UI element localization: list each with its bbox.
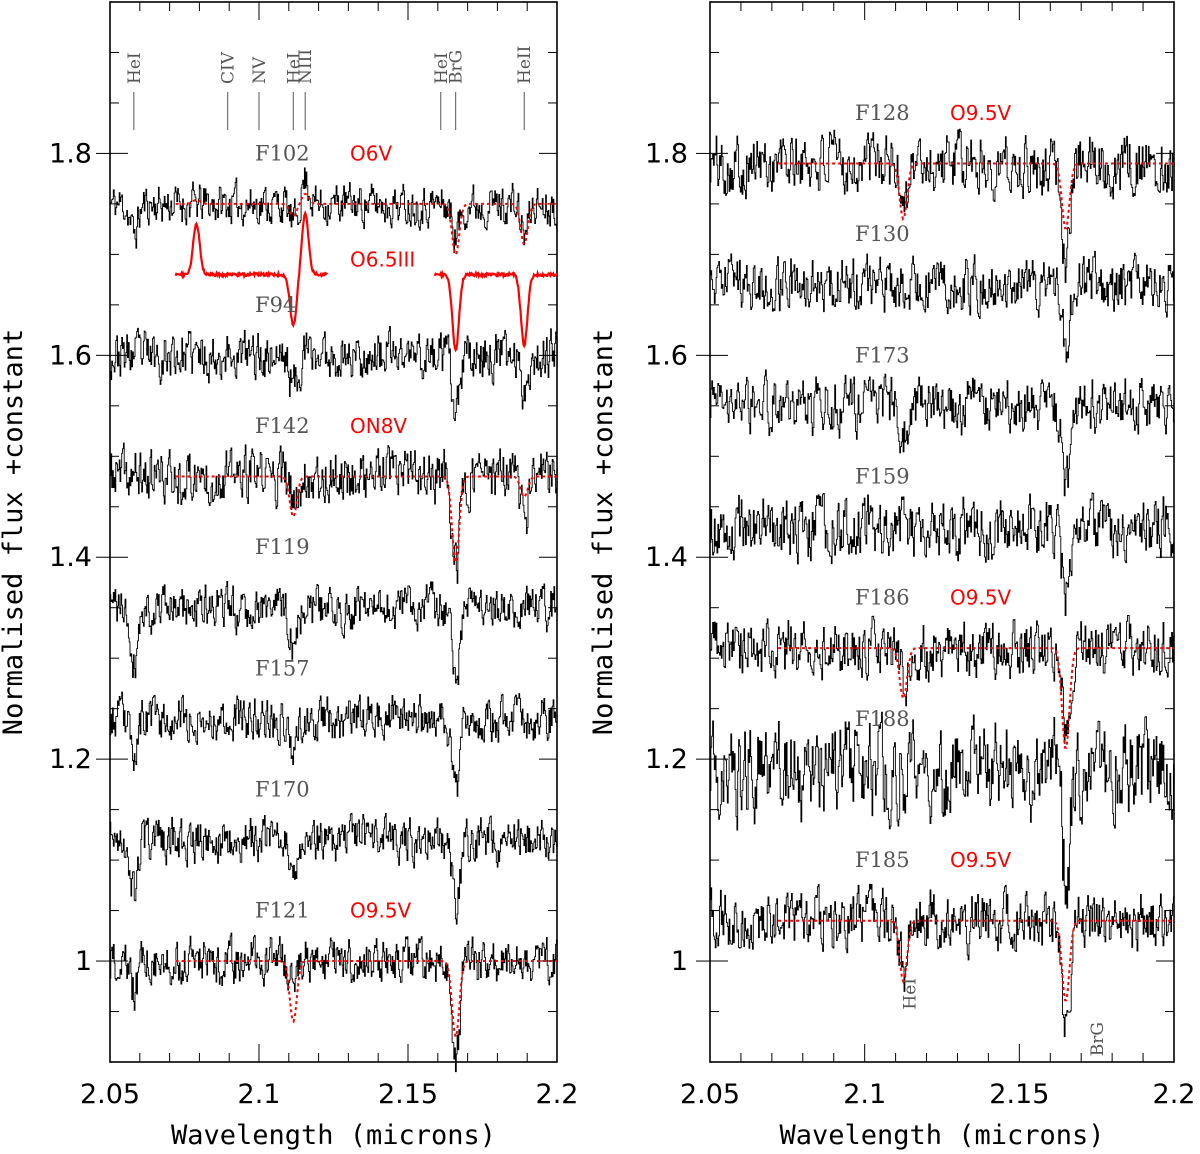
y-tick-label: 1 [75,946,92,977]
x-tick-label: 2.1 [843,1079,886,1110]
spectral-type-label: O9.5V [950,586,1012,610]
x-tick-label: 2.1 [238,1079,281,1110]
x-tick-label: 2.05 [80,1079,140,1110]
star-id-label: F170 [255,777,310,801]
x-tick-label: 2.15 [989,1079,1049,1110]
line-id-label: HeI [432,52,452,84]
observed-spectrum-line [710,369,1175,497]
star-id-label: F119 [255,535,310,559]
spectrum-F186: F186 O9.5V [710,586,1175,749]
model-spectrum-line [778,162,1174,230]
x-tick-label: 2.05 [680,1079,740,1110]
spectrum-F130: F130 [710,222,1175,363]
spectrum-F102: F102 O6V [110,141,558,257]
observed-spectrum-line [710,128,1175,284]
x-tick-label: 2.2 [1153,1079,1196,1110]
spectral-type-label: ON8V [350,414,407,438]
x-axis-title: Wavelength (microns) [171,1120,496,1151]
y-tick-label: 1.2 [645,744,688,775]
line-id-label: BrG [447,50,467,84]
spectrum-F94: F94 [110,293,558,421]
observed-spectrum-line [110,812,558,925]
star-id-label: F130 [855,222,910,246]
star-id-label: F186 [855,586,910,610]
spectrum-F121: F121 O9.5V [110,899,558,1073]
model-spectrum-line [175,192,557,257]
star-id-label: F121 [255,899,310,923]
line-id-label: CIV [219,51,239,84]
observed-spectrum-line [110,581,558,685]
line-id-label: HeI [284,52,304,84]
star-id-label: F159 [855,464,910,488]
y-tick-label: 1 [671,946,688,977]
spectrum-O6.5III: O6.5III [174,210,558,353]
observed-spectrum-line [110,691,558,797]
observed-spectrum-line [710,492,1175,616]
observed-spectrum-line [710,250,1175,363]
spectrum-F170: F170 [110,777,558,925]
star-id-label: F102 [255,141,310,165]
spectral-type-label: O6.5III [350,247,415,271]
template-spectrum-line [174,210,328,329]
y-tick-label: 1.6 [645,340,688,371]
observed-spectrum-line [710,614,1175,744]
line-id-label: HeI [125,52,145,84]
plot-frame [109,1,558,1063]
model-spectrum-line [778,919,1174,1002]
panel-left: 2.05 2.1 2.15 2.2 1 1.2 1.4 1.6 1.8 Wavelength (m… [0,1,579,1151]
y-axis-title: Normalised flux +constant [588,329,619,735]
spectrum-F142: F142 ON8V [110,414,558,584]
spectrum-F159: F159 [710,464,1175,616]
plot-frame [709,1,1175,1063]
spectrum-F185: F185 O9.5V [710,848,1175,1038]
y-tick-label: 1.2 [49,744,92,775]
model-spectrum-line [175,475,557,563]
x-axis-title: Wavelength (microns) [779,1120,1104,1151]
line-id-label: HeII [515,46,535,84]
star-id-label: F142 [255,414,310,438]
spectral-type-label: O6V [350,141,392,165]
line-id-label: NIII [296,49,316,84]
spectral-type-label: O9.5V [950,101,1012,125]
y-tick-label: 1.8 [49,138,92,169]
observed-spectrum-line [710,883,1175,1038]
model-spectrum-line [175,960,557,1041]
star-id-label: F128 [855,101,910,125]
spectrum-F128: F128 O9.5V [710,101,1175,284]
spectrum-F157: F157 [110,656,558,797]
observed-spectrum-line [110,932,558,1073]
line-id-label: NV [250,56,270,84]
star-id-label: F157 [255,656,310,680]
y-tick-label: 1.4 [645,542,688,573]
star-id-label: F185 [855,848,910,872]
star-id-label: F173 [855,343,910,367]
line-id-label: HeI [900,978,920,1010]
y-tick-label: 1.8 [645,138,688,169]
spectrum-F173: F173 [710,343,1175,497]
y-tick-label: 1.6 [49,340,92,371]
spectral-type-label: O9.5V [350,899,412,923]
line-id-label: BrG [1088,1022,1108,1056]
x-tick-label: 2.15 [378,1079,438,1110]
spectral-type-label: O9.5V [950,848,1012,872]
spectrum-F119: F119 [110,535,558,685]
observed-spectrum-line [110,167,558,253]
template-spectrum-line [433,269,558,353]
star-id-label: F188 [855,707,910,731]
model-spectrum-line [778,647,1174,749]
y-axis-title: Normalised flux +constant [0,329,29,735]
observed-spectrum-line [110,326,558,421]
star-id-label: F94 [255,293,296,317]
panel-right: 2.05 2.1 2.15 2.2 1 1.2 1.4 1.6 1.8 Wavelength (m… [588,1,1196,1151]
spectrum-F188: F188 [710,707,1175,909]
y-tick-label: 1.4 [49,542,92,573]
observed-spectrum-line [110,442,558,584]
observed-spectrum-line [710,711,1175,909]
x-tick-label: 2.2 [536,1079,579,1110]
